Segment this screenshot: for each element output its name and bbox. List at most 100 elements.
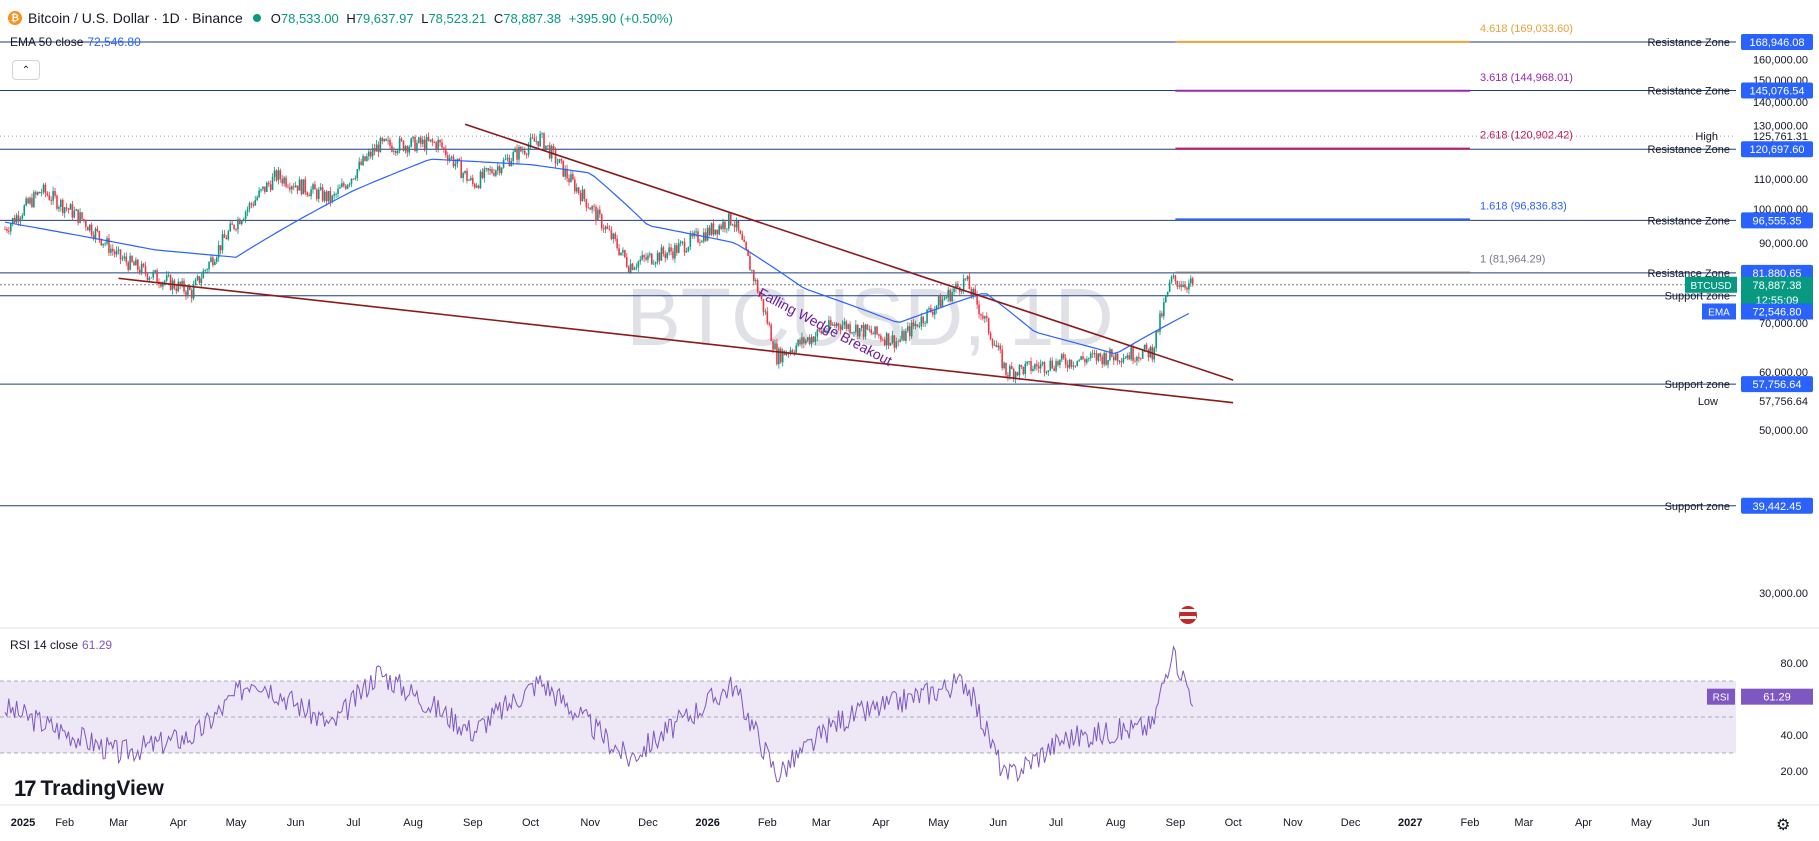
candle-body [1128, 355, 1130, 360]
rsi-tag-label-bg [1707, 688, 1735, 705]
candle-body [427, 136, 430, 141]
candle-body [229, 223, 232, 232]
candle-body [204, 270, 206, 271]
candle-body [518, 146, 520, 160]
candle-body [202, 270, 205, 279]
candle-body [1082, 356, 1084, 360]
rsi-tag-label: RSI [1713, 693, 1730, 704]
candle-body [242, 219, 245, 221]
ema-tag-label: EMA [1708, 307, 1730, 318]
candle-body [466, 170, 468, 181]
candle-body [1186, 287, 1188, 290]
candle-body [144, 266, 147, 274]
candle-body [654, 262, 657, 264]
candle-body [79, 212, 81, 223]
candle-body [768, 323, 771, 325]
candle-body [248, 203, 251, 209]
candle-body [225, 237, 228, 240]
candle-body [751, 270, 753, 272]
candle-body [706, 227, 709, 241]
candle-body [960, 291, 963, 292]
candle-body [314, 184, 316, 190]
price-tag-text: 120,697.60 [1749, 144, 1804, 156]
candle-body [343, 183, 345, 186]
candle-body [13, 217, 16, 223]
candle-body [647, 255, 649, 260]
candle-body [866, 324, 869, 330]
fib-level-label: 3.618 (144,968.01) [1480, 72, 1573, 84]
candle-body [968, 276, 971, 290]
candle-body [731, 224, 734, 226]
collapse-legend-button[interactable]: ⌃ [12, 60, 40, 80]
candle-body [325, 191, 328, 202]
gear-icon[interactable]: ⚙ [1776, 817, 1791, 834]
candle-body [423, 139, 426, 151]
candle-body [629, 263, 632, 273]
flag-stripe [1180, 616, 1196, 619]
candle-body [1055, 361, 1057, 371]
price-tag: 120,697.60 [1741, 141, 1813, 158]
symbol-tag-bg [1685, 276, 1737, 293]
candle-body [791, 350, 794, 353]
candle-body [1084, 359, 1086, 363]
rsi-legend[interactable]: RSI 14 close 61.29 [10, 638, 112, 652]
candle-body [121, 258, 124, 260]
change-value: +395.90 (+0.50%) [568, 10, 673, 26]
time-tick-label: Apr [1575, 817, 1592, 829]
candle-body [778, 348, 780, 365]
candle-body [572, 174, 574, 180]
symbol-title[interactable]: Bitcoin / U.S. Dollar · 1D · Binance [28, 10, 243, 26]
candle-body [743, 239, 745, 243]
candle-body [381, 138, 384, 142]
time-tick-label: Feb [758, 817, 777, 829]
candle-body [1132, 347, 1134, 361]
ema-legend[interactable]: EMA 50 close 72,546.80 [10, 35, 141, 49]
candle-body [206, 269, 208, 271]
candle-body [108, 238, 110, 253]
candle-body [556, 163, 559, 164]
candle-body [749, 255, 751, 271]
candle-body [531, 137, 534, 139]
candle-body [772, 340, 774, 350]
candle-body [123, 256, 126, 259]
candle-body [319, 187, 322, 190]
candle-body [999, 345, 1002, 350]
candle-body [452, 156, 455, 167]
tradingview-logo[interactable]: 17 TradingView [14, 776, 164, 802]
candle-body [454, 163, 457, 167]
candle-body [525, 153, 528, 155]
chevron-up-icon: ⌃ [21, 64, 31, 76]
candle-body [597, 209, 599, 221]
candle-body [258, 190, 260, 198]
candle-body [473, 183, 476, 188]
candle-body [878, 334, 880, 336]
candle-body [1030, 361, 1032, 371]
candle-body [889, 343, 892, 346]
candle-body [1174, 275, 1177, 281]
candle-body [266, 182, 268, 192]
candle-body [933, 309, 936, 315]
symbol-watermark: BTCUSD, 1D [626, 272, 1114, 363]
candle-body [1022, 366, 1025, 374]
candle-body [27, 198, 29, 204]
candle-body [1028, 361, 1030, 362]
candle-body [691, 233, 694, 237]
low-value: 78,523.21 [428, 10, 487, 26]
low-marker-value: 57,756.64 [1759, 396, 1808, 408]
candle-body [579, 192, 582, 202]
price-tick-label: 60,000.00 [1759, 367, 1808, 379]
candle-body [805, 340, 807, 344]
zone-label: Support zone [1665, 501, 1730, 513]
candle-body [11, 217, 14, 224]
candle-body [568, 178, 570, 183]
candle-body [710, 223, 713, 235]
candle-body [966, 276, 969, 280]
candle-body [1034, 364, 1036, 369]
candle-body [955, 283, 957, 289]
candle-body [756, 279, 759, 293]
candle-body [779, 348, 782, 363]
candle-body [633, 267, 636, 270]
candle-body [1066, 364, 1069, 368]
candle-body [506, 157, 509, 159]
